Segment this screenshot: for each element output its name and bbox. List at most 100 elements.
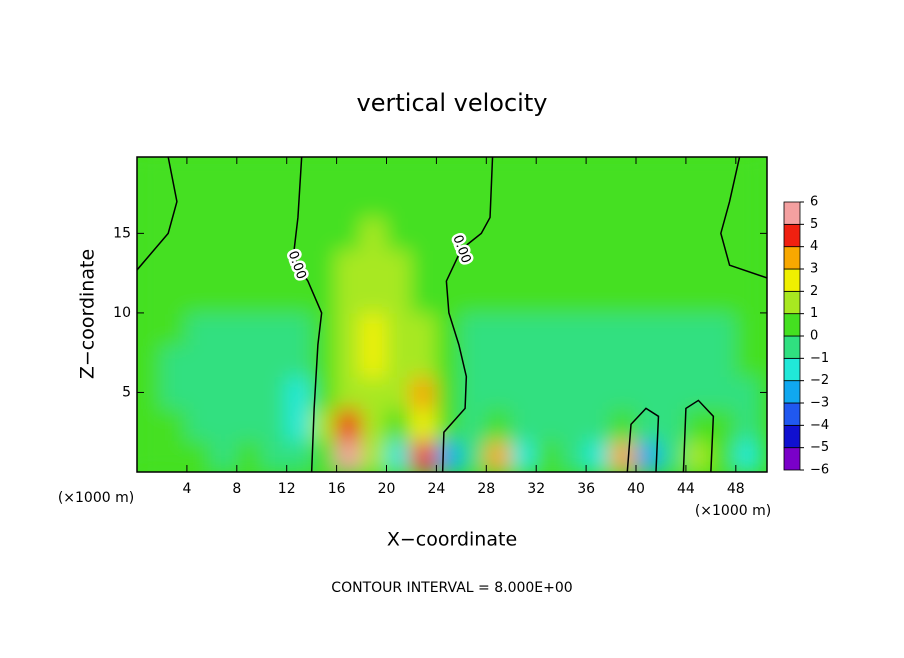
colorbar-label: 0 (810, 329, 818, 344)
field-cell (734, 407, 762, 442)
field-cell (335, 280, 363, 314)
field-cell (535, 375, 563, 410)
contour-line (720, 157, 767, 279)
field-cell (285, 280, 313, 314)
field-cell (610, 407, 638, 442)
field (137, 157, 767, 472)
field-cell (160, 375, 188, 410)
field-cell (709, 280, 737, 314)
field-cell (260, 216, 288, 251)
field-cell (510, 157, 538, 187)
field-cell (684, 216, 712, 251)
field-cell (585, 248, 613, 283)
x-tick-label: 48 (727, 481, 745, 497)
field-cell (709, 311, 737, 346)
x-tick-label: 4 (182, 481, 191, 497)
field-cell (684, 311, 712, 346)
field-cell (734, 375, 762, 410)
field-cell (485, 311, 513, 346)
field-cell (435, 407, 463, 442)
field-cell (510, 248, 538, 283)
field-cell (460, 375, 488, 410)
contour-line (293, 157, 323, 472)
field-cell (460, 343, 488, 378)
field-cell (260, 184, 288, 219)
field-cell (310, 407, 338, 442)
colorbar-box (783, 246, 801, 270)
field-cell (410, 248, 438, 283)
colorbar-box (783, 380, 801, 404)
field-cell (535, 216, 563, 251)
field-cell (659, 439, 687, 472)
field-cell (410, 375, 438, 410)
x-tick-label: 32 (527, 481, 545, 497)
field-cell (210, 157, 238, 187)
field-cell (485, 407, 513, 442)
field-cell (385, 343, 413, 378)
field-cell (659, 343, 687, 378)
field-cell (335, 157, 363, 187)
field-cell (684, 407, 712, 442)
field-cell (185, 280, 213, 314)
field-cell (485, 184, 513, 219)
field-cell (709, 248, 737, 283)
field-cell (535, 184, 563, 219)
field-cell (210, 439, 238, 472)
field-cell (734, 439, 762, 472)
field-cell (285, 375, 313, 410)
field-cell (535, 343, 563, 378)
field-cell (360, 280, 388, 314)
colorbar-label: 1 (810, 306, 818, 321)
field-cell (137, 311, 163, 346)
field-cell (160, 439, 188, 472)
field-cell (585, 184, 613, 219)
colorbar-label: −2 (810, 373, 829, 388)
field-cell (385, 184, 413, 219)
field-cell (410, 343, 438, 378)
field-cell (535, 407, 563, 442)
field-cell (160, 311, 188, 346)
field-cell (210, 280, 238, 314)
field-cell (210, 343, 238, 378)
field-cell (335, 375, 363, 410)
contour-line (682, 399, 715, 472)
field-cell (585, 407, 613, 442)
field-cell (360, 216, 388, 251)
field-cell (410, 184, 438, 219)
field-cell (160, 157, 188, 187)
field-cell (560, 311, 588, 346)
field-cell (535, 157, 563, 187)
field-cell (460, 216, 488, 251)
field-cell (235, 216, 263, 251)
field-cell (260, 407, 288, 442)
field-cell (260, 157, 288, 187)
field-cell (510, 439, 538, 472)
field-cell (734, 157, 762, 187)
field-cell (684, 248, 712, 283)
field-cell (560, 439, 588, 472)
x-tick-label: 28 (477, 481, 495, 497)
field-cell (435, 157, 463, 187)
colorbar-box (783, 402, 801, 426)
field-cell (709, 157, 737, 187)
field-cell (260, 280, 288, 314)
field-cell (659, 311, 687, 346)
field-cell (535, 311, 563, 346)
contour-line (441, 157, 494, 472)
field-cell (335, 439, 363, 472)
field-cell (137, 343, 163, 378)
field-cell (610, 375, 638, 410)
field-cell (560, 184, 588, 219)
field-cell (709, 343, 737, 378)
y-tick-label: 15 (113, 225, 131, 241)
field-cell (635, 311, 662, 346)
field-cell (460, 311, 488, 346)
field-cell (235, 157, 263, 187)
field-cell (360, 184, 388, 219)
field-cell (335, 248, 363, 283)
field-cell (485, 216, 513, 251)
field-cell (185, 184, 213, 219)
field-cell (310, 184, 338, 219)
field-cell (460, 280, 488, 314)
field-cell (510, 375, 538, 410)
